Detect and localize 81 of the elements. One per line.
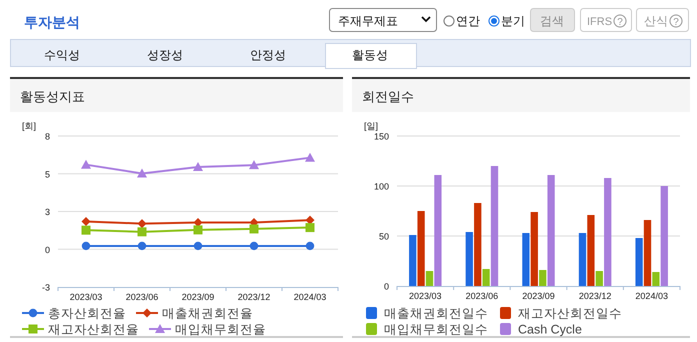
text: 투자분석 — [24, 14, 80, 30]
legend-label: 매입채무회전일수 — [384, 322, 488, 336]
legend-label: 재고자산회전율 — [48, 322, 139, 336]
bar — [522, 233, 530, 286]
legend-label: 재고자산회전일수 — [518, 306, 622, 320]
point — [305, 152, 315, 162]
bar — [578, 233, 586, 286]
x-tick-label: 2024/03 — [635, 291, 668, 301]
bar — [474, 203, 482, 286]
y-tick-label: 0 — [44, 244, 50, 255]
point — [194, 225, 202, 234]
text: 안정성 — [250, 48, 286, 62]
point — [194, 242, 202, 250]
point — [250, 242, 258, 250]
x-tick-label: 2023/12 — [578, 291, 612, 301]
bar — [434, 175, 442, 286]
bar — [547, 175, 555, 286]
chart-title: 활동성지표 — [20, 89, 85, 104]
x-tick-label: 2024/03 — [294, 292, 326, 302]
point — [306, 242, 314, 250]
x-tick-label: 2023/06 — [466, 291, 498, 301]
point — [82, 242, 90, 250]
y-tick-label: 3 — [44, 207, 50, 217]
text: ? — [617, 17, 624, 28]
bar — [417, 211, 425, 286]
text: IFRS — [587, 16, 612, 28]
y-tick-label: 50 — [378, 232, 389, 242]
bar — [539, 270, 546, 286]
point — [249, 160, 259, 170]
x-tick-label: 2023/12 — [238, 292, 270, 302]
x-tick-label: 2023/03 — [409, 291, 442, 301]
bar — [660, 186, 668, 286]
bar — [635, 238, 643, 286]
point — [138, 242, 146, 250]
legend-label: 매출채권회전율 — [162, 306, 253, 320]
y-axis-title: [일] — [364, 121, 378, 131]
point — [82, 226, 90, 235]
y-tick-label: 8 — [44, 132, 50, 142]
bar — [587, 215, 595, 286]
bar — [644, 220, 652, 286]
chart-title: 회전일수 — [362, 89, 414, 104]
y-tick-label: 150 — [374, 132, 389, 142]
bar — [530, 212, 538, 286]
point — [82, 217, 90, 226]
text: 성장성 — [147, 48, 183, 62]
x-tick-label: 2023/09 — [522, 291, 555, 301]
bar — [490, 166, 498, 286]
x-tick-label: 2023/06 — [126, 292, 158, 302]
point — [81, 160, 91, 169]
bar — [596, 271, 603, 286]
y-tick-label: 100 — [374, 182, 389, 192]
legend-label: 매출채권회전일수 — [384, 306, 488, 320]
legend-label: 총자산회전율 — [48, 306, 126, 320]
x-tick-label: 2023/09 — [182, 292, 214, 302]
legend-label: Cash Cycle — [518, 322, 582, 336]
y-tick-label: -3 — [42, 282, 50, 292]
text: 산식 — [644, 14, 668, 28]
point — [137, 168, 147, 178]
y-axis-title: [회] — [22, 121, 36, 131]
bar — [426, 271, 434, 286]
text: 주재무제표 — [338, 14, 398, 28]
y-tick-label: 5 — [44, 169, 50, 180]
text: 활동성 — [352, 48, 388, 62]
point — [193, 162, 203, 172]
point — [138, 219, 146, 228]
point — [306, 223, 314, 232]
text: 검색 — [540, 14, 564, 28]
text: ? — [673, 17, 680, 28]
bar — [466, 232, 473, 286]
x-tick-label: 2023/03 — [70, 292, 102, 302]
point — [250, 224, 258, 234]
bar — [652, 272, 660, 286]
text: 수익성 — [44, 48, 80, 62]
bar — [409, 235, 416, 286]
bar — [482, 269, 490, 286]
point — [138, 227, 146, 236]
y-tick-label: 0 — [384, 282, 389, 292]
bar — [604, 178, 612, 286]
text: 연간 — [456, 14, 480, 28]
legend-label: 매입채무회전율 — [175, 322, 266, 336]
text: 분기 — [501, 14, 525, 28]
